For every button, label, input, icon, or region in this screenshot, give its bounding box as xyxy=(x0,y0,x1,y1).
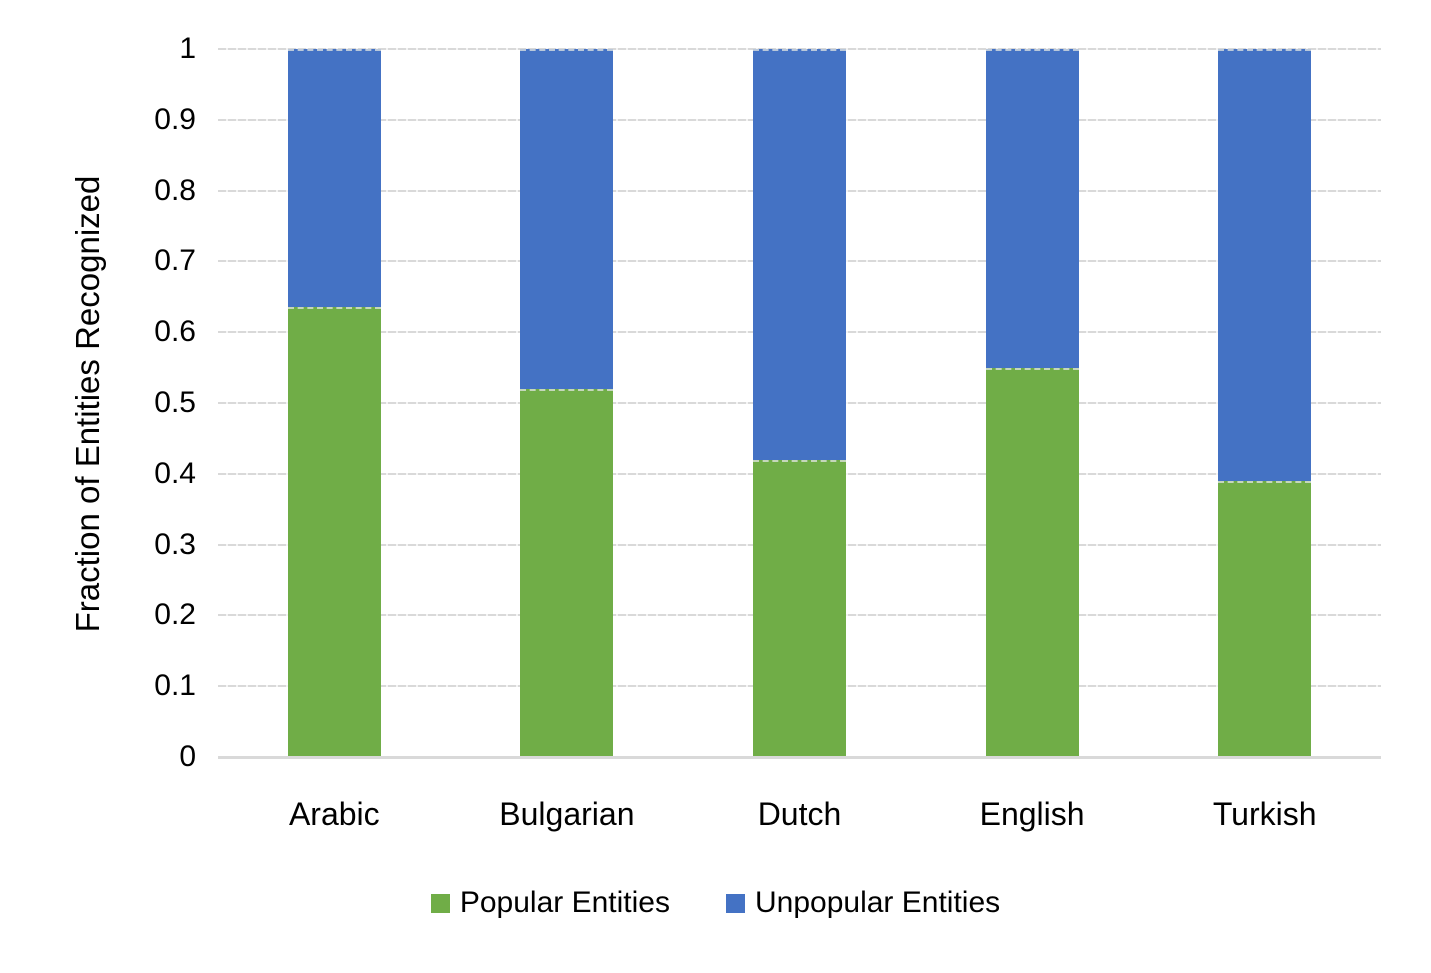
x-category-label: English xyxy=(979,796,1085,832)
bar-segment-popular xyxy=(1218,480,1312,757)
y-tick-label: 0.3 xyxy=(154,527,196,561)
bar-segment-unpopular xyxy=(520,49,614,389)
y-axis-ticks: 0 0.1 0.2 0.3 0.4 0.5 0.6 0.7 0.8 0.9 1 xyxy=(0,34,196,772)
y-tick-label: 1 xyxy=(179,32,196,65)
bar-slot xyxy=(916,49,1149,757)
x-axis-line xyxy=(218,756,1381,759)
legend-swatch xyxy=(430,893,450,913)
y-tick-label: 0.5 xyxy=(154,386,196,419)
bar-segment-unpopular xyxy=(985,49,1079,368)
stacked-bar-arabic xyxy=(287,49,381,757)
legend-item: Unpopular Entities xyxy=(725,886,1001,919)
legend-label: Unpopular Entities xyxy=(754,886,1001,919)
y-tick-label: 0.1 xyxy=(154,669,196,703)
bar-segment-popular xyxy=(287,307,381,757)
bar-slot xyxy=(1148,49,1381,757)
bar-slot xyxy=(683,49,916,757)
bar-slot xyxy=(451,49,684,757)
bar-segment-popular xyxy=(985,367,1079,757)
y-tick-label: 0.8 xyxy=(154,173,196,207)
y-tick-label: 0.7 xyxy=(154,244,196,278)
stacked-bar-turkish xyxy=(1218,49,1312,757)
y-tick-label: 0.6 xyxy=(154,315,196,349)
stacked-bar-dutch xyxy=(752,49,846,757)
bars-layer xyxy=(218,49,1381,757)
legend: Popular Entities Unpopular Entities xyxy=(0,888,1431,918)
bar-segment-popular xyxy=(520,388,614,757)
bar-segment-unpopular xyxy=(752,49,846,460)
y-tick-label: 0.2 xyxy=(154,598,196,632)
x-category-label: Dutch xyxy=(757,796,842,832)
bar-segment-popular xyxy=(752,459,846,757)
y-tick-label: 0.9 xyxy=(154,102,196,136)
x-category-label: Bulgarian xyxy=(499,796,635,832)
y-tick-label: 0.4 xyxy=(154,456,196,490)
bar-segment-unpopular xyxy=(1218,49,1312,481)
plot-area xyxy=(218,48,1381,759)
legend-item: Popular Entities xyxy=(430,886,670,919)
stacked-bar-bulgarian xyxy=(520,49,614,757)
x-axis-labels: Arabic Bulgarian Dutch English Turkish xyxy=(218,795,1381,833)
y-tick-label: 0 xyxy=(179,740,196,773)
stacked-bar-english xyxy=(985,49,1079,757)
legend-swatch xyxy=(725,893,745,913)
x-category-label: Turkish xyxy=(1212,796,1317,832)
legend-label: Popular Entities xyxy=(459,886,670,919)
bar-slot xyxy=(218,49,451,757)
x-category-label: Arabic xyxy=(288,796,380,832)
bar-segment-unpopular xyxy=(287,49,381,308)
